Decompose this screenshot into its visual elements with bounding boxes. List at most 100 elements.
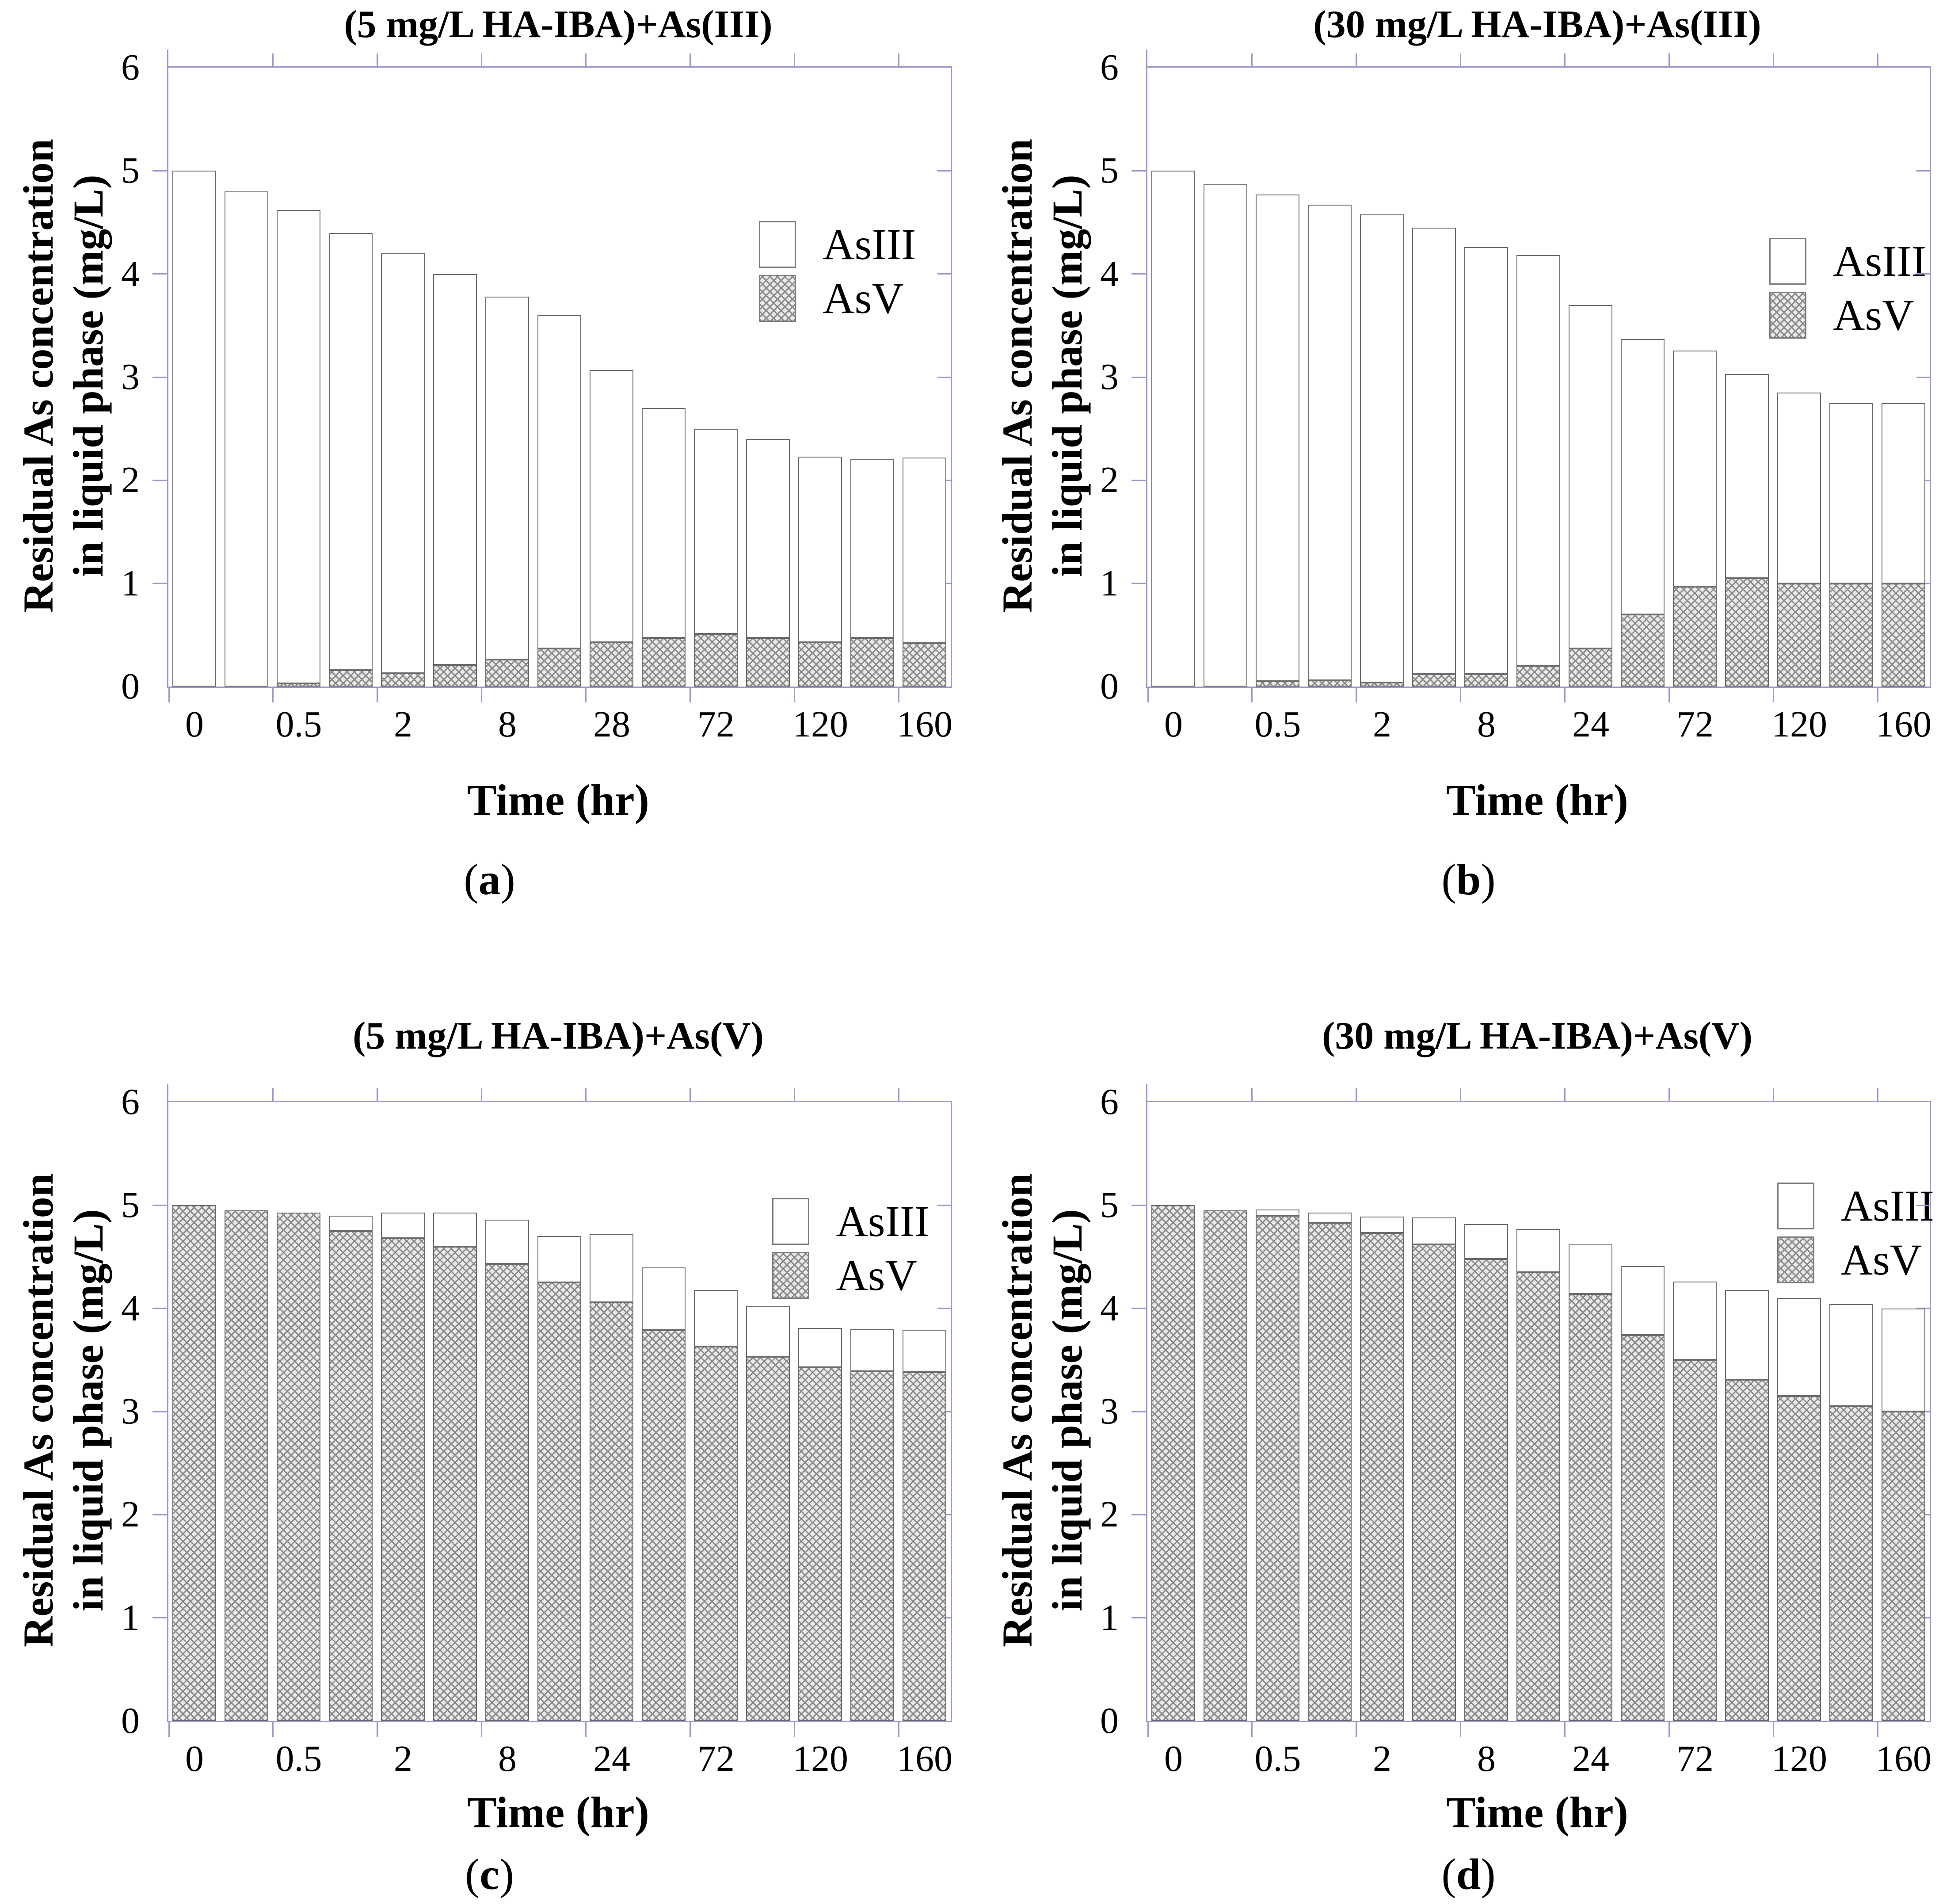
y-tick-label: 3 — [121, 1391, 140, 1432]
y-tick-right — [1916, 170, 1930, 172]
bar-group — [1308, 1102, 1352, 1721]
x-tick-bottom — [1564, 1722, 1566, 1737]
bar-segment-asiii — [1308, 1213, 1352, 1223]
x-axis-label: Time (hr) — [467, 775, 649, 824]
x-tick-bottom — [585, 688, 587, 702]
y-tick-left — [152, 583, 167, 584]
y-tick-label: 2 — [121, 459, 140, 501]
legend-item-asv: AsV — [759, 275, 916, 322]
legend-swatch-asiii — [1769, 238, 1807, 285]
x-tick-label: 24 — [1572, 1738, 1609, 1779]
legend-item-asv: AsV — [1769, 292, 1926, 339]
x-tick-bottom — [1877, 688, 1878, 702]
bar-segment-asv — [1882, 1412, 1926, 1721]
x-tick-top — [585, 53, 587, 66]
bar-segment-asv — [903, 643, 947, 687]
x-tick-label: 2 — [1373, 1738, 1391, 1779]
x-tick-label: 0 — [185, 1738, 204, 1779]
bar-segment-asiii — [1464, 1224, 1508, 1259]
legend-swatch-asv — [772, 1252, 810, 1299]
legend-swatch-asv — [759, 275, 796, 322]
x-tick-label: 8 — [1477, 704, 1496, 745]
bar-segment-asiii — [1204, 184, 1248, 687]
legend-swatch-asiii — [772, 1198, 810, 1245]
bar-segment-asiii — [1412, 1217, 1456, 1244]
bar-group — [694, 1102, 738, 1721]
x-tick-bottom — [168, 1722, 170, 1737]
y-tick-left — [152, 1514, 167, 1515]
bar-group — [1725, 1102, 1769, 1721]
x-tick-bottom — [1668, 688, 1670, 702]
x-tick-bottom — [1459, 1722, 1461, 1737]
y-tick-right — [1916, 273, 1930, 275]
x-tick-bottom — [1251, 1722, 1253, 1737]
x-tick-label: 120 — [792, 704, 848, 745]
chart-title: (30 mg/L HA-IBA)+As(III) — [1313, 3, 1761, 46]
y-tick-label: 0 — [1100, 1700, 1119, 1741]
x-tick-label: 0.5 — [1254, 704, 1301, 745]
bar-segment-asiii — [1621, 1266, 1665, 1335]
y-tick-left — [1131, 170, 1146, 172]
bar-segment-asiii — [1673, 351, 1717, 587]
bar-group — [537, 68, 582, 687]
y-tick-left — [1131, 479, 1146, 481]
x-tick-label: 0.5 — [1254, 1738, 1301, 1779]
bar-group — [1882, 68, 1926, 687]
bar-segment-asiii — [1360, 214, 1404, 683]
bar-segment-asiii — [1777, 1298, 1821, 1396]
bar-segment-asiii — [381, 1213, 425, 1238]
y-tick-left — [1131, 376, 1146, 378]
x-axis-label: Time (hr) — [467, 1788, 649, 1837]
bar-segment-asiii — [746, 439, 790, 638]
bar-segment-asv — [1308, 1223, 1352, 1721]
legend-label-asiii: AsIII — [836, 1197, 929, 1246]
bar-group — [1777, 1102, 1821, 1721]
bar-group — [1621, 1102, 1665, 1721]
bar-group — [1256, 68, 1300, 687]
x-tick-label: 0.5 — [275, 1738, 322, 1779]
bar-group — [798, 1102, 842, 1721]
x-tick-bottom — [376, 688, 378, 702]
bar-group — [433, 1102, 477, 1721]
x-tick-top — [1772, 53, 1774, 66]
y-tick-label: 4 — [121, 1287, 140, 1329]
x-tick-top — [1877, 53, 1878, 66]
bar-group — [903, 68, 947, 687]
x-tick-label: 120 — [792, 1738, 848, 1779]
bar-group — [1308, 68, 1352, 687]
y-axis-overrun-tick — [167, 50, 168, 66]
bar-segment-asiii — [537, 315, 582, 649]
y-tick-right — [1916, 376, 1930, 378]
x-tick-label: 160 — [1876, 1738, 1931, 1779]
bar-segment-asv — [329, 1231, 373, 1721]
bar-segment-asiii — [694, 1290, 738, 1347]
plot-area: AsIII AsV 0 1 2 3 4 5 6 0 0.5 2 8 24 72 120 160 — [1100, 1081, 1934, 1779]
bar-segment-asv — [1412, 674, 1456, 687]
bar-group — [1151, 1102, 1196, 1721]
legend-label-asv: AsV — [1833, 290, 1914, 340]
x-tick-label: 160 — [897, 704, 952, 745]
x-tick-top — [1564, 53, 1566, 66]
bar-segment-asv — [1725, 578, 1769, 687]
bar-segment-asiii — [798, 1328, 842, 1367]
x-tick-label: 72 — [1676, 1738, 1714, 1779]
x-tick-label: 120 — [1771, 704, 1827, 745]
bar-segment-asv — [694, 1347, 738, 1721]
panel-caption: (a) — [464, 855, 515, 904]
panel-a: (5 mg/L HA-IBA)+As(III) Residual As conc… — [0, 0, 979, 952]
bar-segment-asiii — [1308, 205, 1352, 680]
legend-item-asiii: AsIII — [759, 221, 916, 268]
x-tick-top — [1251, 1088, 1253, 1101]
x-tick-top — [689, 1088, 691, 1101]
y-tick-label: 3 — [121, 356, 140, 397]
bar-segment-asiii — [850, 1329, 895, 1371]
bar-group — [1256, 1102, 1300, 1721]
y-tick-label: 0 — [121, 666, 140, 707]
bar-group — [433, 68, 477, 687]
x-tick-label: 120 — [1771, 1738, 1827, 1779]
bar-segment-asv — [1673, 587, 1717, 687]
legend-label-asv: AsV — [823, 274, 904, 323]
y-tick-left — [1131, 1617, 1146, 1619]
y-tick-label: 4 — [1100, 253, 1119, 294]
legend-swatch-asv — [1777, 1236, 1814, 1283]
